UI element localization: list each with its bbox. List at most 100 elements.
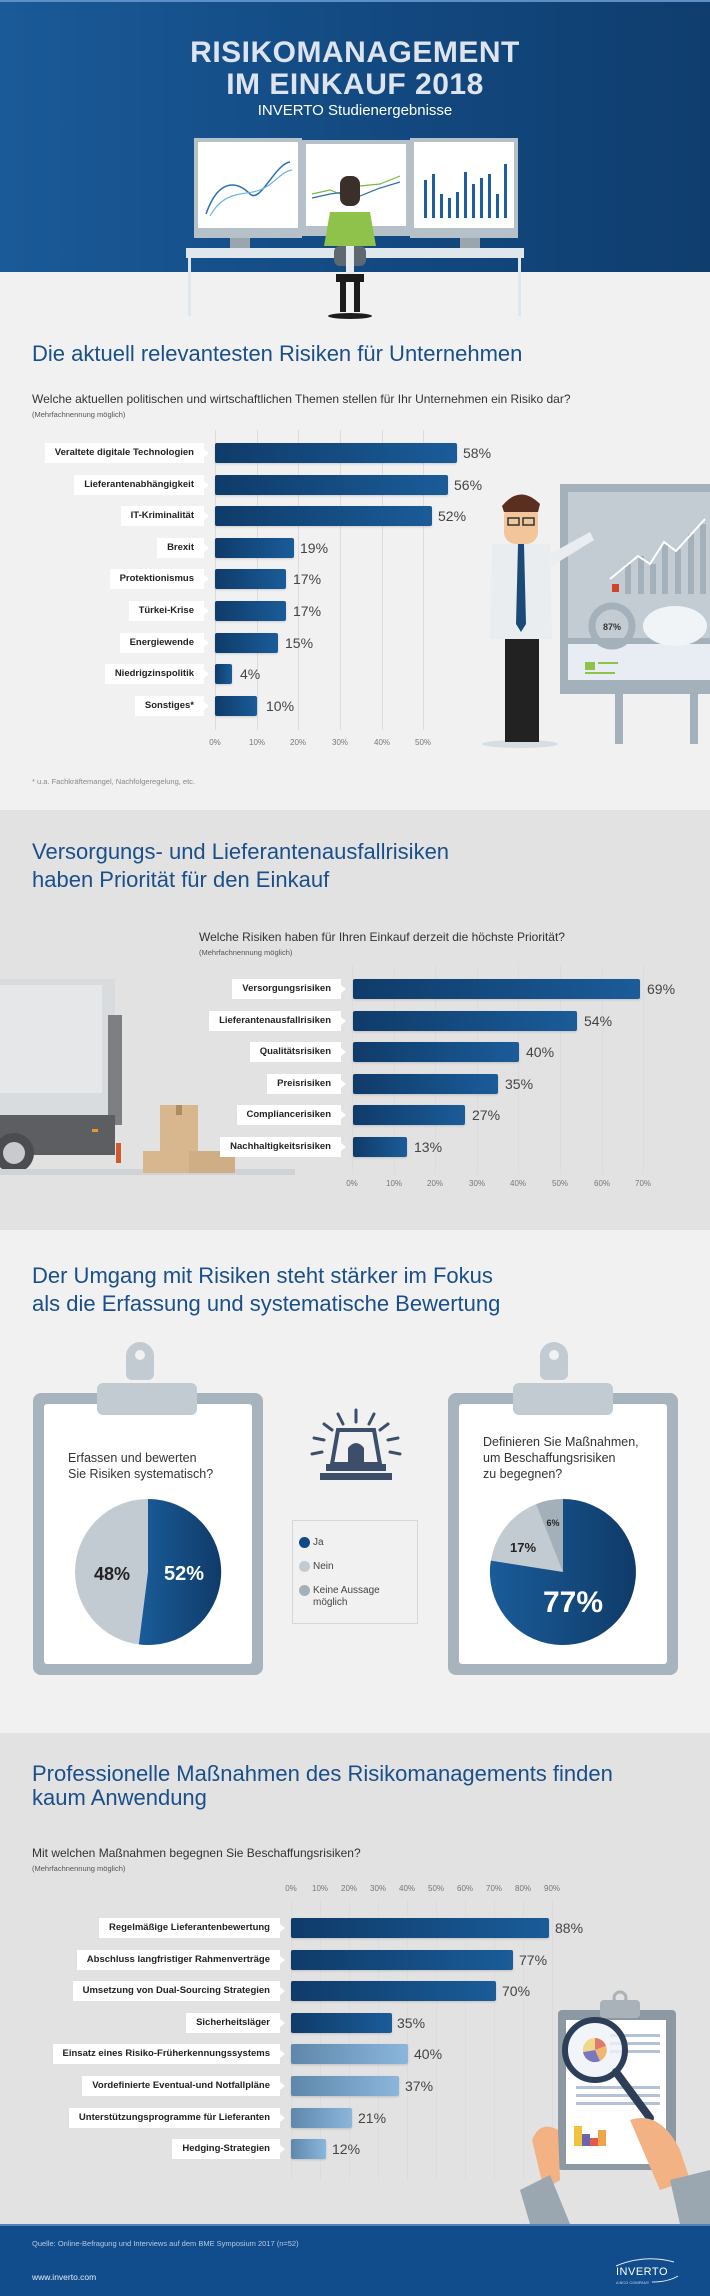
chart3-tick: 90%: [543, 1884, 561, 1893]
chart3-label: Abschluss langfristiger Rahmenverträge: [76, 1950, 286, 1970]
chart1-value: 58%: [463, 445, 492, 461]
chart2-tick: 50%: [551, 1179, 569, 1188]
section3-title-line1: Der Umgang mit Risiken steht stärker im …: [32, 1263, 493, 1288]
chart1-label: Niedrigzinspolitik: [104, 664, 210, 684]
chart3-tick: 40%: [398, 1884, 416, 1893]
chart2-bar: [353, 979, 640, 999]
clipboard1-clip: [97, 1383, 197, 1415]
chart2-tick: 70%: [634, 1179, 652, 1188]
section2-title-line2: haben Priorität für den Einkauf: [32, 867, 330, 892]
hero-subtitle: INVERTO Studienergebnisse: [257, 102, 453, 119]
presenter-illustration: 87%: [482, 484, 710, 748]
clipboard2-question-line1: Definieren Sie Maßnahmen,: [483, 1435, 639, 1449]
pie2-keine-value: 6%: [546, 1518, 559, 1528]
chart1-bar: [215, 506, 432, 526]
chart2-value: 69%: [647, 981, 676, 997]
chart1-bar: [215, 569, 286, 589]
chart3-tick: 60%: [456, 1884, 474, 1893]
chart2-priorities: Versorgungsrisiken 69% Lieferantenausfal…: [0, 965, 710, 1195]
chart3-value: 40%: [414, 2046, 443, 2062]
chart3-tick: 50%: [427, 1884, 445, 1893]
clipboard1-question-line2: Sie Risiken systematisch?: [68, 1467, 214, 1481]
chart2-value: 54%: [584, 1013, 613, 1029]
chart2-tick: 30%: [468, 1179, 486, 1188]
chart3-bar: [291, 1950, 513, 1970]
chart3-label: Umsetzung von Dual-Sourcing Strategien: [72, 1981, 286, 2001]
chart1-tick: 40%: [373, 738, 391, 747]
chart2-label: Versorgungsrisiken: [232, 979, 346, 999]
inverto-logo[interactable]: INVERTO A BCG COMPANY: [612, 2256, 682, 2290]
chart1-tick: 0%: [209, 738, 221, 747]
section1-title: Die aktuell relevantesten Risiken für Un…: [32, 341, 523, 366]
section4-title-line1: Professionelle Maßnahmen des Risikomanag…: [32, 1761, 613, 1786]
chart1-bar: [215, 601, 286, 621]
chart2-tick: 10%: [385, 1179, 403, 1188]
chart3-label: Hedging-Strategien: [172, 2139, 285, 2159]
chart1-tick: 10%: [248, 738, 266, 747]
chart1-bar: [215, 538, 294, 558]
pie1-ja-value: 52%: [164, 1563, 204, 1585]
inverto-logo-text: INVERTO: [616, 2266, 668, 2278]
chart2-bar: [353, 1011, 577, 1031]
chart2-label: Lieferantenausfallrisiken: [209, 1011, 346, 1031]
chart3-bar: [291, 2139, 326, 2159]
chart3-label: Unterstützungsprogramme für Lieferanten: [68, 2108, 286, 2128]
chart1-risks: Veraltete digitale Technologien 58% Lief…: [0, 430, 491, 750]
chart3-tick: 0%: [285, 1884, 297, 1893]
chart3-label: Vordefinierte Eventual-und Notfallpläne: [82, 2076, 285, 2096]
chart3-bar: [291, 1981, 496, 2001]
chart3-value: 70%: [502, 1983, 531, 1999]
chart3-bar: [291, 2076, 399, 2096]
chart3-bar: [291, 2108, 352, 2128]
footer: Quelle: Online-Befragung und Interviews …: [0, 2224, 710, 2296]
chart3-value: 77%: [519, 1952, 548, 1968]
chart1-label: Protektionismus: [109, 569, 210, 589]
chart2-tick: 60%: [593, 1179, 611, 1188]
chart3-label: Sicherheitsläger: [186, 2013, 285, 2033]
chart3-measures: 0% 10% 20% 30% 40% 50% 60% 70% 80% 90% R…: [0, 1884, 710, 2184]
chart1-value: 52%: [438, 508, 467, 524]
chart2-bar: [353, 1137, 407, 1157]
chart1-bar: [215, 475, 448, 495]
footer-source: Quelle: Online-Befragung und Interviews …: [32, 2239, 299, 2248]
chart3-bar: [291, 2013, 392, 2033]
chart2-tick: 40%: [509, 1179, 527, 1188]
chart3-tick: 20%: [340, 1884, 358, 1893]
magnifier-clipboard-illustration: [520, 1990, 710, 2224]
inverto-logo-swoosh-icon: [615, 2258, 679, 2283]
alarm-siren-icon: [310, 1408, 402, 1480]
pie1-nein-value: 48%: [94, 1564, 130, 1584]
chart3-label: Regelmäßige Lieferantenbewertung: [98, 1918, 286, 1938]
chart2-label: Compliancerisiken: [236, 1105, 347, 1125]
chart3-bar: [291, 2044, 408, 2064]
chart3-tick: 10%: [311, 1884, 329, 1893]
chart1-tick: 50%: [414, 738, 432, 747]
chart1-bar: [215, 664, 232, 684]
legend-item-keine-aussage: Keine Aussage möglich: [299, 1585, 380, 1609]
chart1-label: Türkei-Krise: [128, 601, 210, 621]
chart2-tick: 20%: [426, 1179, 444, 1188]
section2-note: (Mehrfachnennung möglich): [199, 948, 293, 957]
chart3-bar: [291, 1918, 549, 1938]
footer-website-link[interactable]: www.inverto.com: [32, 2272, 97, 2282]
pie-chart-systematic: 52% 48%: [75, 1498, 222, 1645]
chart2-bar: [353, 1105, 465, 1125]
chart3-value: 21%: [358, 2110, 387, 2126]
clipboard2-clip-ring: [540, 1342, 568, 1380]
chart2-value: 40%: [526, 1044, 555, 1060]
pie-chart-measures: 77% 17% 6%: [489, 1499, 636, 1645]
legend-item-nein: Nein: [299, 1561, 334, 1573]
chart3-value: 37%: [405, 2078, 434, 2094]
chart1-label: IT-Kriminalität: [120, 506, 210, 526]
chart1-value: 19%: [300, 540, 329, 556]
chart1-bar: [215, 443, 457, 463]
chart1-value: 4%: [240, 666, 261, 682]
chart2-tick: 0%: [346, 1179, 358, 1188]
chart3-value: 12%: [332, 2141, 361, 2157]
analyst-at-monitors-illustration: [186, 138, 524, 319]
chart1-label: Lieferantenabhängigkeit: [74, 475, 209, 495]
pie2-ja-value: 77%: [543, 1586, 603, 1619]
hero-title-line1: RISIKOMANAGEMENT: [190, 36, 520, 69]
chart3-tick: 30%: [369, 1884, 387, 1893]
chart1-label: Brexit: [157, 538, 209, 558]
